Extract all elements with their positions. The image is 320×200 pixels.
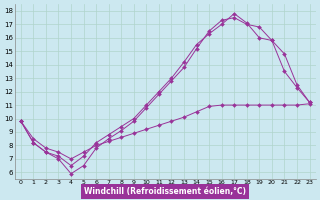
X-axis label: Windchill (Refroidissement éolien,°C): Windchill (Refroidissement éolien,°C) xyxy=(84,187,246,196)
